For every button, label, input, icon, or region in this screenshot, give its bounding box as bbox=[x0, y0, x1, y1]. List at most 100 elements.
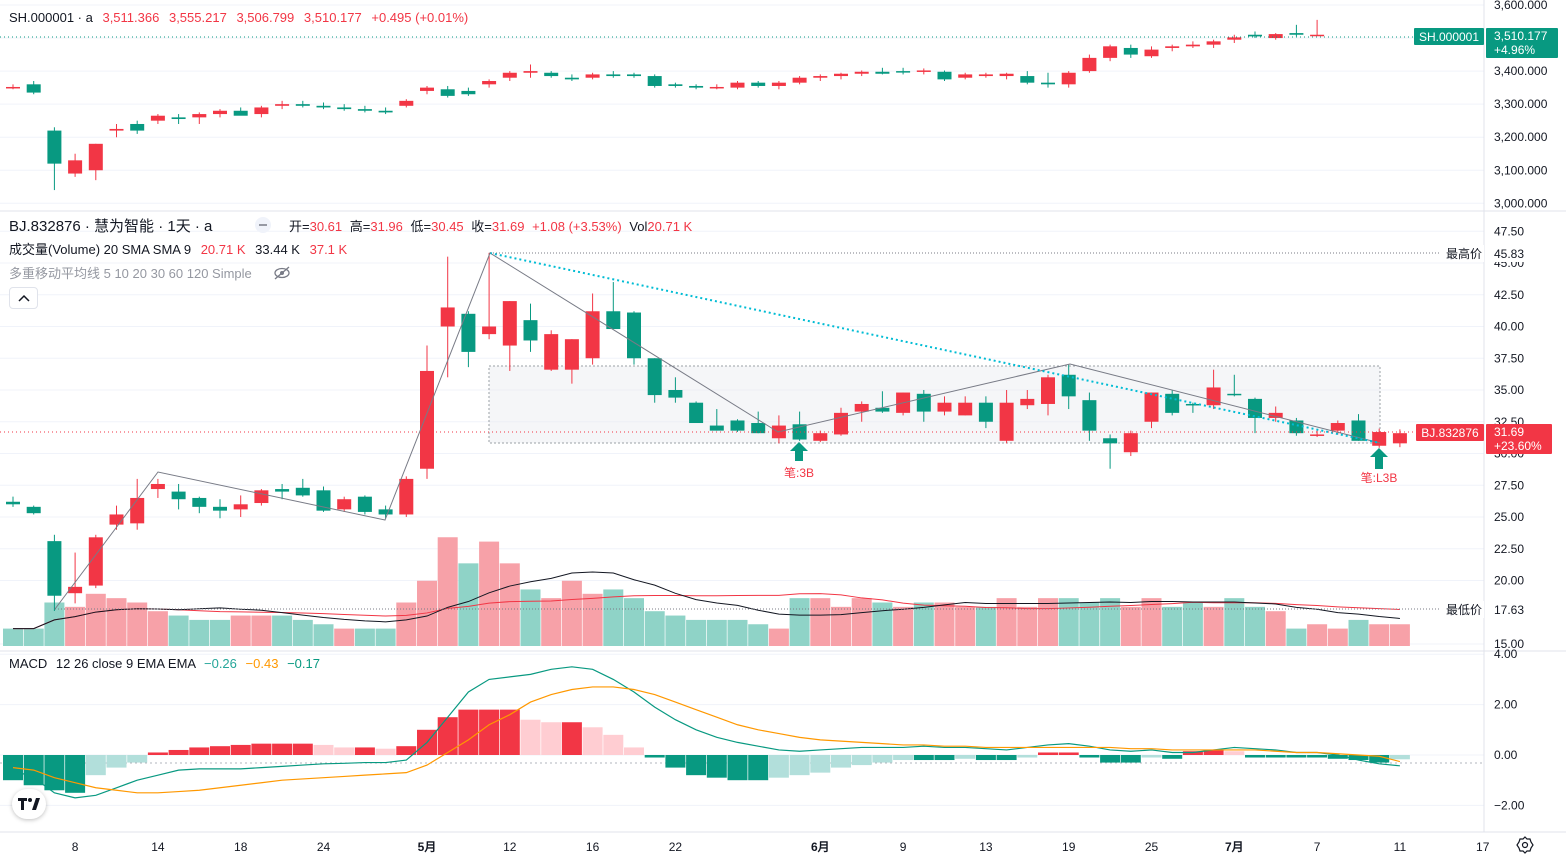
candle-body bbox=[937, 402, 952, 412]
time-axis-label: 19 bbox=[1062, 840, 1076, 854]
candle bbox=[958, 396, 973, 416]
candle-body bbox=[1041, 82, 1055, 85]
volume-value: 20.71 K bbox=[201, 242, 246, 257]
candle bbox=[1061, 364, 1076, 410]
macd-legend[interactable]: MACD 12 26 close 9 EMA EMA −0.26 −0.43 −… bbox=[9, 656, 320, 671]
main-price-badge: BJ.832876 31.69 +23.60% bbox=[1416, 424, 1552, 454]
sh-candle bbox=[668, 82, 683, 88]
volume-bar bbox=[1100, 598, 1121, 646]
gear-icon[interactable] bbox=[1516, 836, 1534, 854]
candle-body bbox=[751, 423, 766, 434]
sh-candle bbox=[978, 72, 993, 78]
volume-bar bbox=[872, 602, 893, 646]
main-badge-symbol: BJ.832876 bbox=[1421, 426, 1479, 440]
marker-l3b[interactable]: 笔:L3B bbox=[1361, 448, 1398, 485]
range-box[interactable] bbox=[488, 365, 1381, 444]
sh-candle bbox=[109, 123, 124, 138]
candle-body bbox=[1289, 420, 1304, 434]
top-legend[interactable]: SH.000001 · a 3,511.366 3,555.217 3,506.… bbox=[9, 10, 468, 25]
candle bbox=[171, 483, 186, 510]
main-price-axis[interactable]: 47.5045.0042.5040.0037.5035.0032.5030.00… bbox=[1494, 224, 1524, 651]
candle-body bbox=[47, 541, 62, 596]
macd-hist-bar bbox=[1203, 749, 1224, 755]
volume-bar bbox=[313, 624, 334, 646]
candle-body bbox=[357, 109, 372, 111]
time-axis-label: 5月 bbox=[418, 840, 437, 854]
sh-candle bbox=[461, 87, 476, 96]
candle-body bbox=[523, 71, 538, 73]
candle-body bbox=[399, 478, 414, 515]
chevron-up-icon bbox=[17, 294, 30, 302]
macd-hist-bar bbox=[230, 744, 251, 755]
candle-body bbox=[440, 89, 455, 96]
candle-body bbox=[564, 77, 579, 80]
ma-indicator-name: 多重移动平均线 5 10 20 30 60 120 Simple bbox=[9, 266, 252, 281]
candle-body bbox=[544, 334, 559, 370]
candle-body bbox=[192, 497, 207, 507]
candle-body bbox=[482, 81, 497, 85]
candle-body bbox=[606, 311, 621, 330]
volume-bar bbox=[582, 593, 603, 646]
trend-line[interactable] bbox=[489, 252, 1381, 444]
candle-body bbox=[1289, 33, 1304, 35]
sh-candle bbox=[647, 74, 662, 88]
main-legend[interactable]: BJ.832876 · 慧为智能 · 1天 · a bbox=[9, 217, 213, 235]
candle-body bbox=[150, 115, 165, 121]
candle bbox=[1268, 406, 1283, 422]
time-axis[interactable]: 8 14 18 24 5月 12 16 22 6月 9 13 19 25 7月 7 11 17 bbox=[72, 840, 1490, 854]
candle-body bbox=[730, 420, 745, 431]
open-value: 30.61 bbox=[310, 219, 343, 234]
sh-candle bbox=[896, 67, 911, 75]
candle-body bbox=[337, 499, 352, 510]
close-value: 31.69 bbox=[492, 219, 525, 234]
candle-body bbox=[1144, 49, 1159, 57]
eye-off-icon[interactable] bbox=[274, 266, 290, 280]
volume-bar bbox=[1079, 602, 1100, 646]
marker-3b[interactable]: 笔:3B bbox=[784, 442, 814, 480]
macd-hist-bar bbox=[872, 755, 893, 763]
volume-bar bbox=[1224, 598, 1245, 646]
candle-body bbox=[689, 85, 704, 88]
candle-body bbox=[399, 100, 414, 106]
candle-body bbox=[1061, 72, 1076, 85]
candle bbox=[275, 483, 290, 500]
macd-price-axis[interactable]: 4.00 2.00 0.00 −2.00 bbox=[1494, 647, 1525, 812]
macd-hist-bar bbox=[706, 755, 727, 778]
volume-legend[interactable]: 成交量(Volume) 20 SMA SMA 9 20.71 K 33.44 K… bbox=[9, 242, 348, 257]
sh-candle bbox=[1061, 71, 1076, 88]
tradingview-logo[interactable] bbox=[12, 789, 46, 819]
sh-candle bbox=[834, 72, 848, 80]
candle bbox=[999, 390, 1014, 444]
candle-body bbox=[461, 90, 476, 95]
candle-body bbox=[26, 84, 41, 93]
candle-body bbox=[689, 402, 704, 424]
candle bbox=[150, 478, 165, 498]
candle-body bbox=[275, 104, 290, 106]
candle-body bbox=[47, 130, 62, 164]
collapse-legend-button[interactable] bbox=[9, 287, 38, 309]
sh-candle bbox=[275, 100, 290, 110]
macd-line bbox=[12, 666, 1400, 799]
sh-candle bbox=[254, 105, 269, 118]
high-value: 31.96 bbox=[370, 219, 403, 234]
sh-candle bbox=[1206, 39, 1221, 48]
candle bbox=[1103, 434, 1118, 469]
candle-body bbox=[813, 76, 828, 78]
ma-legend[interactable]: 多重移动平均线 5 10 20 30 60 120 Simple bbox=[9, 266, 252, 281]
top-badge-change: +4.96% bbox=[1494, 43, 1535, 57]
macd-hist-bar bbox=[65, 755, 86, 793]
volume-sma9-value: 37.1 K bbox=[310, 242, 348, 257]
macd-hist-bar bbox=[437, 717, 458, 755]
macd-hist-bar bbox=[313, 744, 334, 755]
candle-body bbox=[916, 70, 931, 72]
volume-bar bbox=[727, 619, 748, 646]
time-axis-label: 18 bbox=[234, 840, 248, 854]
candle-body bbox=[978, 74, 993, 77]
candle-body bbox=[1123, 47, 1138, 55]
candle-body bbox=[958, 74, 973, 78]
candle-body bbox=[440, 307, 455, 327]
candle bbox=[916, 390, 931, 422]
sh-candle bbox=[792, 76, 807, 85]
candle-body bbox=[420, 87, 434, 91]
